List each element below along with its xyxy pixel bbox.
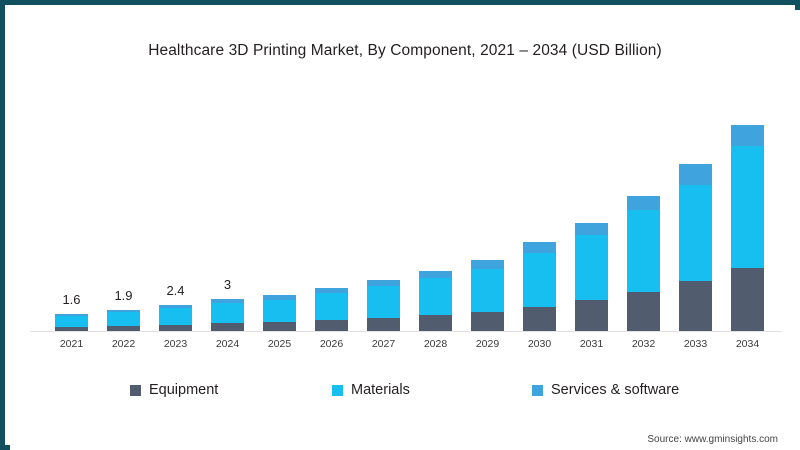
bar-column xyxy=(159,305,192,331)
bar-segment-equipment xyxy=(211,323,244,331)
bar-segment-services xyxy=(471,260,504,269)
bar-segment-equipment xyxy=(679,281,712,331)
bar-segment-services xyxy=(315,288,348,293)
bar-column xyxy=(627,196,660,331)
bar-segment-equipment xyxy=(55,327,88,331)
bar-segment-equipment xyxy=(731,268,764,331)
bar-value-label: 1.6 xyxy=(62,292,81,307)
legend-label: Services & software xyxy=(551,382,680,398)
bar-segment-materials xyxy=(419,278,452,315)
bar-segment-equipment xyxy=(419,315,452,331)
bar-segment-services xyxy=(679,164,712,185)
bar-segment-materials xyxy=(523,253,556,307)
x-axis-tick-label: 2026 xyxy=(319,338,344,350)
bar-segment-services xyxy=(575,223,608,235)
bar-segment-materials xyxy=(575,235,608,300)
bar-segment-materials xyxy=(679,185,712,281)
chart-legend: Equipment Materials Services & software xyxy=(10,382,800,404)
bar-column xyxy=(471,260,504,331)
bar-segment-materials xyxy=(471,269,504,312)
legend-label: Equipment xyxy=(149,382,219,398)
x-axis-tick-label: 2030 xyxy=(527,338,552,350)
bar-column xyxy=(575,223,608,331)
x-axis-tick-label: 2031 xyxy=(579,338,604,350)
bar-segment-materials xyxy=(55,316,88,327)
x-axis-tick-label: 2029 xyxy=(475,338,500,350)
bar-value-label: 3 xyxy=(223,277,232,292)
legend-item-services[interactable]: Services & software xyxy=(532,382,679,398)
bar-column xyxy=(419,271,452,331)
x-axis-tick-label: 2025 xyxy=(267,338,292,350)
bar-segment-services xyxy=(159,305,192,308)
bar-segment-materials xyxy=(367,286,400,318)
bar-segment-services xyxy=(55,314,88,316)
bar-segment-equipment xyxy=(159,325,192,331)
legend-item-materials[interactable]: Materials xyxy=(332,382,410,398)
chart-title: Healthcare 3D Printing Market, By Compon… xyxy=(148,42,662,59)
x-axis-tick-label: 2033 xyxy=(683,338,708,350)
bar-segment-equipment xyxy=(367,318,400,331)
bar-segment-equipment xyxy=(107,326,140,331)
bar-segment-materials xyxy=(107,312,140,326)
bar-value-label: 2.4 xyxy=(166,283,185,298)
bar-segment-services xyxy=(627,196,660,210)
bar-segment-materials xyxy=(159,308,192,325)
bar-segment-services xyxy=(211,299,244,303)
bar-segment-materials xyxy=(315,293,348,320)
bar-segment-equipment xyxy=(315,320,348,331)
x-axis-tick-label: 2024 xyxy=(215,338,240,350)
bar-segment-services xyxy=(367,280,400,286)
bar-column xyxy=(523,242,556,331)
x-axis-tick-label: 2034 xyxy=(735,338,760,350)
bar-segment-materials xyxy=(731,146,764,268)
bar-column xyxy=(55,314,88,331)
x-axis-tick-label: 2027 xyxy=(371,338,396,350)
legend-swatch-materials xyxy=(332,384,343,396)
bar-segment-services xyxy=(107,310,140,312)
legend-swatch-equipment xyxy=(130,384,141,396)
bar-segment-equipment xyxy=(627,292,660,331)
bar-segment-services xyxy=(263,295,296,300)
bar-column xyxy=(367,280,400,331)
legend-label: Materials xyxy=(351,382,410,398)
x-axis-tick-label: 2028 xyxy=(423,338,448,350)
bar-column xyxy=(731,125,764,331)
bar-segment-services xyxy=(419,271,452,278)
bar-column xyxy=(107,310,140,331)
bar-column xyxy=(263,295,296,331)
legend-swatch-services xyxy=(532,384,543,396)
bar-value-label: 1.9 xyxy=(114,288,133,303)
bar-segment-materials xyxy=(263,300,296,322)
bar-segment-equipment xyxy=(523,307,556,331)
chart-canvas: Healthcare 3D Printing Market, By Compon… xyxy=(10,10,800,450)
legend-item-equipment[interactable]: Equipment xyxy=(130,382,218,398)
bar-column xyxy=(679,164,712,331)
bar-column xyxy=(211,299,244,331)
x-axis-tick-label: 2032 xyxy=(631,338,656,350)
bar-segment-materials xyxy=(211,303,244,323)
x-axis-tick-label: 2021 xyxy=(59,338,84,350)
bar-segment-services xyxy=(523,242,556,253)
bar-segment-equipment xyxy=(575,300,608,331)
x-axis-tick-label: 2022 xyxy=(111,338,136,350)
x-axis-tick-label: 2023 xyxy=(163,338,188,350)
bar-segment-equipment xyxy=(263,322,296,331)
bar-segment-materials xyxy=(627,210,660,292)
bar-segment-equipment xyxy=(471,312,504,331)
source-attribution: Source: www.gminsights.com xyxy=(647,434,778,445)
bar-segment-services xyxy=(731,125,764,146)
x-axis-line xyxy=(30,331,782,332)
bar-column xyxy=(315,288,348,331)
